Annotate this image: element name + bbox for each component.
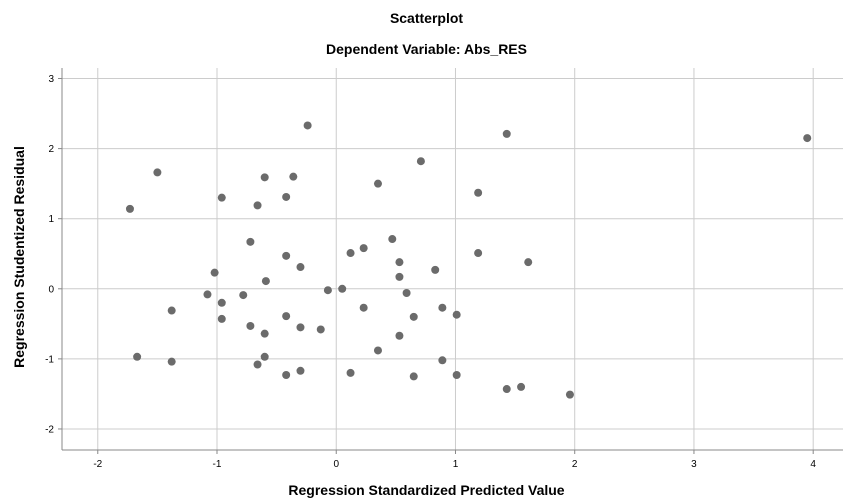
scatter-point (452, 310, 461, 319)
scatter-point (431, 265, 440, 274)
y-tick-label: -1 (45, 354, 54, 365)
chart-title: Scatterplot (389, 10, 464, 26)
scatter-point (502, 385, 511, 394)
scatter-point (210, 268, 219, 277)
scatter-point (338, 284, 347, 293)
scatter-point (474, 249, 483, 258)
axes (58, 68, 843, 454)
scatter-point (474, 188, 483, 197)
scatter-point (346, 368, 355, 377)
scatter-point (359, 303, 368, 312)
scatter-point (303, 121, 312, 130)
scatter-point (167, 357, 176, 366)
scatter-point (409, 372, 418, 381)
scatter-point (260, 329, 269, 338)
scatter-point (282, 251, 291, 260)
scatter-point (452, 371, 461, 380)
scatter-point (246, 237, 255, 246)
scatter-point (217, 193, 226, 202)
scatter-point (438, 303, 447, 312)
x-tick-label: 0 (333, 459, 339, 470)
y-tick-label: 2 (48, 144, 54, 155)
scatter-point (203, 290, 212, 299)
scatter-point (323, 286, 332, 295)
x-tick-label: -1 (213, 459, 222, 470)
scatter-point (282, 371, 291, 380)
scatter-point (217, 298, 226, 307)
scatter-point (346, 249, 355, 258)
y-tick-label: -2 (45, 424, 54, 435)
x-axis-label: Regression Standardized Predicted Value (288, 482, 565, 498)
scatter-point (167, 306, 176, 315)
chart-subtitle: Dependent Variable: Abs_RES (326, 41, 527, 57)
scatter-point (239, 291, 248, 300)
scatter-point (125, 204, 134, 213)
scatter-point (373, 346, 382, 355)
y-tick-label: 0 (48, 284, 54, 295)
scatter-point (402, 288, 411, 297)
scatter-point (260, 352, 269, 361)
scatter-point (316, 325, 325, 334)
scatter-point (282, 192, 291, 201)
y-axis-label: Regression Studentized Residual (11, 146, 27, 368)
scatter-point (253, 201, 262, 210)
scatter-point (502, 129, 511, 138)
scatter-point (296, 323, 305, 332)
scatter-point (409, 312, 418, 321)
scatter-point (416, 157, 425, 166)
scatter-point (246, 321, 255, 330)
scatter-point (253, 360, 262, 369)
scatter-point (388, 235, 397, 244)
x-tick-label: 2 (572, 459, 578, 470)
scatter-point (359, 244, 368, 253)
x-tick-label: 3 (691, 459, 697, 470)
scatter-point (803, 134, 812, 143)
scatter-point (261, 277, 270, 286)
scatter-point (296, 366, 305, 375)
tick-labels: -2 -1 0 1 2 3 4 -2 -1 0 1 2 3 (45, 74, 816, 470)
data-points (125, 121, 812, 399)
scatter-point (524, 258, 533, 267)
scatter-point (133, 352, 142, 361)
x-tick-label: 1 (453, 459, 459, 470)
scatter-point (296, 263, 305, 272)
scatter-point (217, 314, 226, 323)
scatter-point (153, 168, 162, 177)
scatter-point (438, 356, 447, 365)
scatter-point (260, 173, 269, 182)
grid (62, 68, 843, 450)
x-tick-label: 4 (810, 459, 816, 470)
scatter-point (395, 258, 404, 267)
scatter-point (373, 179, 382, 188)
y-tick-label: 1 (48, 214, 54, 225)
scatter-point (395, 331, 404, 340)
scatter-point (565, 390, 574, 399)
scatter-point (289, 172, 298, 181)
x-tick-label: -2 (93, 459, 102, 470)
scatter-point (282, 312, 291, 321)
scatter-point (395, 272, 404, 281)
y-tick-label: 3 (48, 74, 54, 85)
scatter-point (517, 382, 526, 391)
